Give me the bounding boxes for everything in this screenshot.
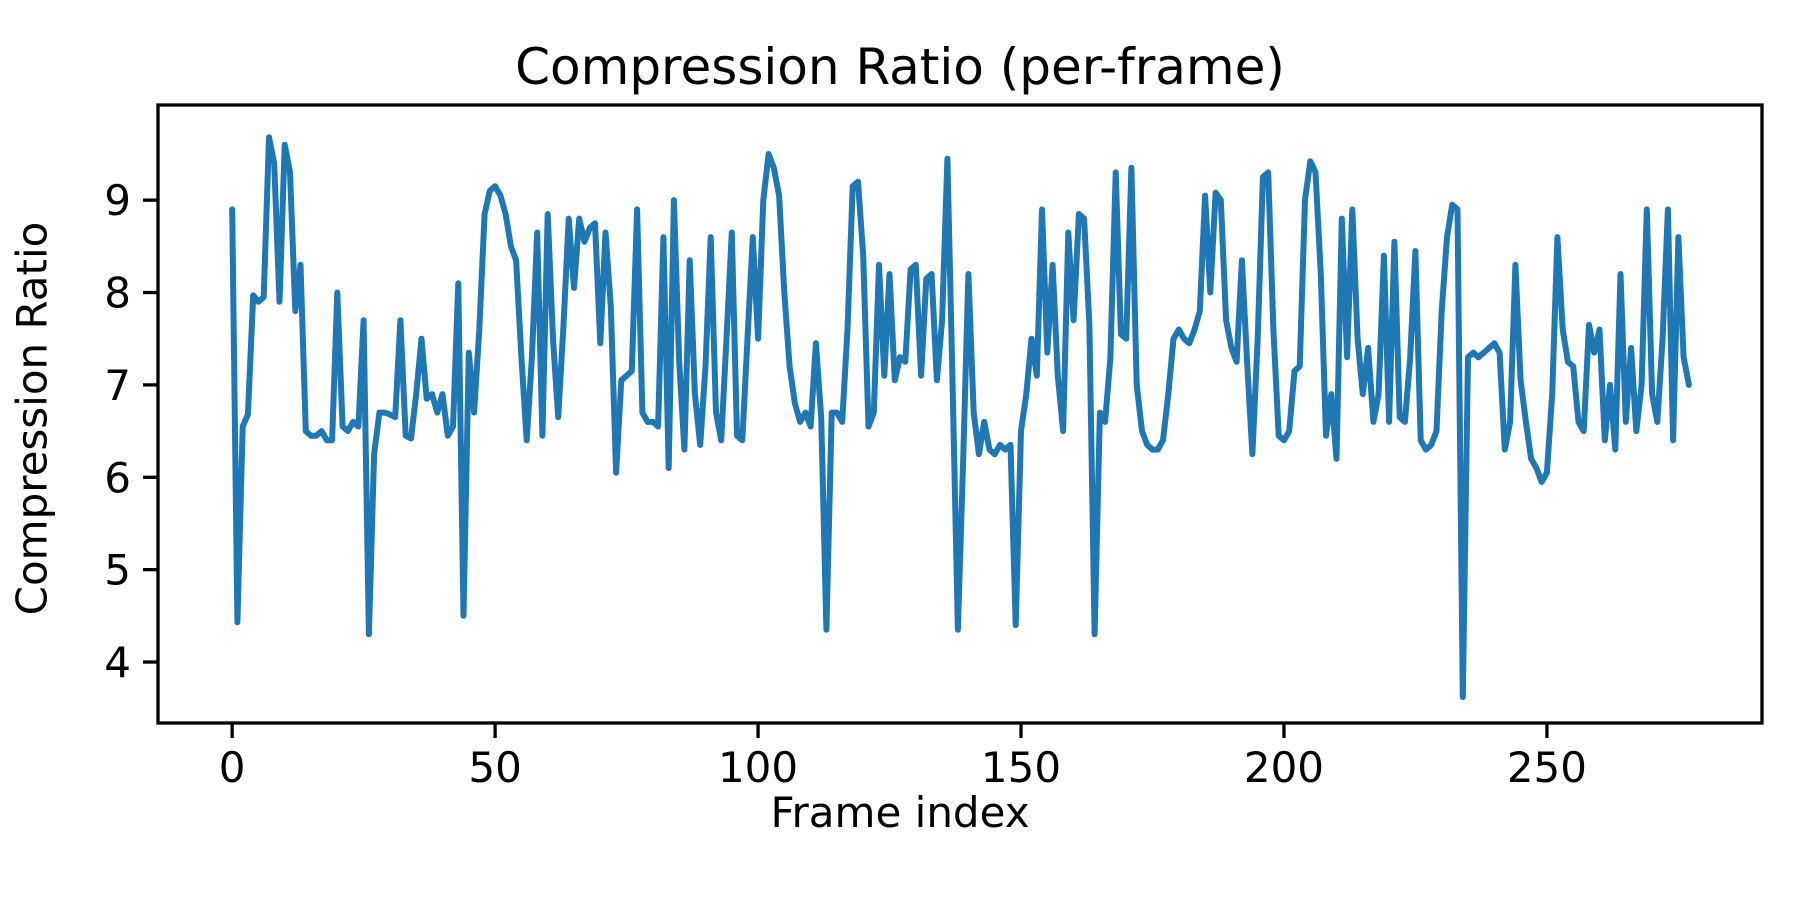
y-tick-label: 6 [104, 453, 131, 502]
y-tick-label: 8 [104, 269, 131, 318]
chart-title: Compression Ratio (per-frame) [515, 38, 1285, 96]
x-tick-label: 250 [1507, 743, 1587, 792]
y-tick-label: 5 [104, 546, 131, 595]
x-tick-label: 100 [718, 743, 798, 792]
plot-border [156, 103, 1764, 725]
x-tick-label: 0 [219, 743, 246, 792]
compression-ratio-line [229, 134, 1692, 701]
x-tick-label: 200 [1244, 743, 1324, 792]
x-axis-label: Frame index [770, 788, 1030, 837]
x-tick-label: 50 [468, 743, 521, 792]
y-axis-label: Compression Ratio [7, 221, 57, 616]
x-tick-label: 150 [981, 743, 1061, 792]
y-tick-label: 9 [104, 176, 131, 225]
y-tick-label: 4 [104, 638, 131, 687]
y-tick-label: 7 [104, 361, 131, 410]
